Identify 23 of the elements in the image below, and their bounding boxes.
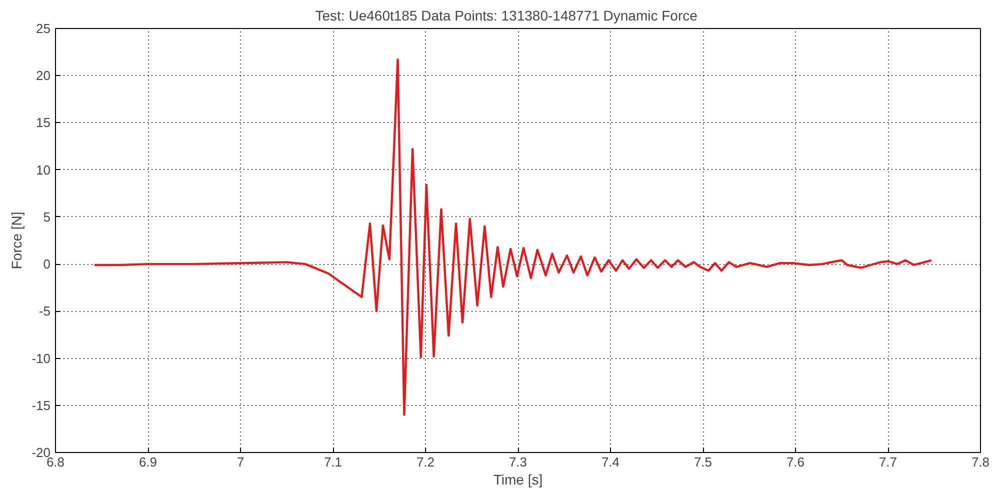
x-tick-label: 7.7: [878, 454, 898, 470]
x-tick-label: 7.5: [694, 454, 712, 470]
y-tick-label: -5: [38, 304, 51, 319]
x-tick-label: 7.4: [601, 454, 620, 470]
x-tick-label: 6.9: [138, 454, 158, 470]
x-tick-label: 7: [236, 454, 244, 470]
x-tick-label: 7.1: [324, 454, 342, 470]
y-tick-label: -10: [32, 350, 51, 366]
x-axis-title: Time [s]: [493, 472, 543, 488]
chart-title: Test: Ue460t185 Data Points: 131380-148771 Dynamic Force: [315, 8, 698, 24]
y-axis-title: Force [N]: [8, 212, 25, 270]
x-tick-label: 7.8: [971, 454, 990, 470]
x-tick-label: 7.3: [508, 454, 528, 470]
x-tick-label: 7.6: [786, 454, 805, 470]
y-tick-label: 25: [36, 21, 51, 36]
y-tick-label: 10: [36, 162, 51, 178]
line-series: [93, 58, 933, 416]
y-tick-label: 20: [36, 68, 51, 84]
y-tick-label: -15: [32, 398, 51, 413]
y-tick-label: 5: [43, 209, 51, 224]
x-tick-label: 7.2: [416, 454, 435, 470]
y-tick-label: 0: [43, 256, 51, 272]
y-tick-label: 15: [36, 115, 51, 130]
